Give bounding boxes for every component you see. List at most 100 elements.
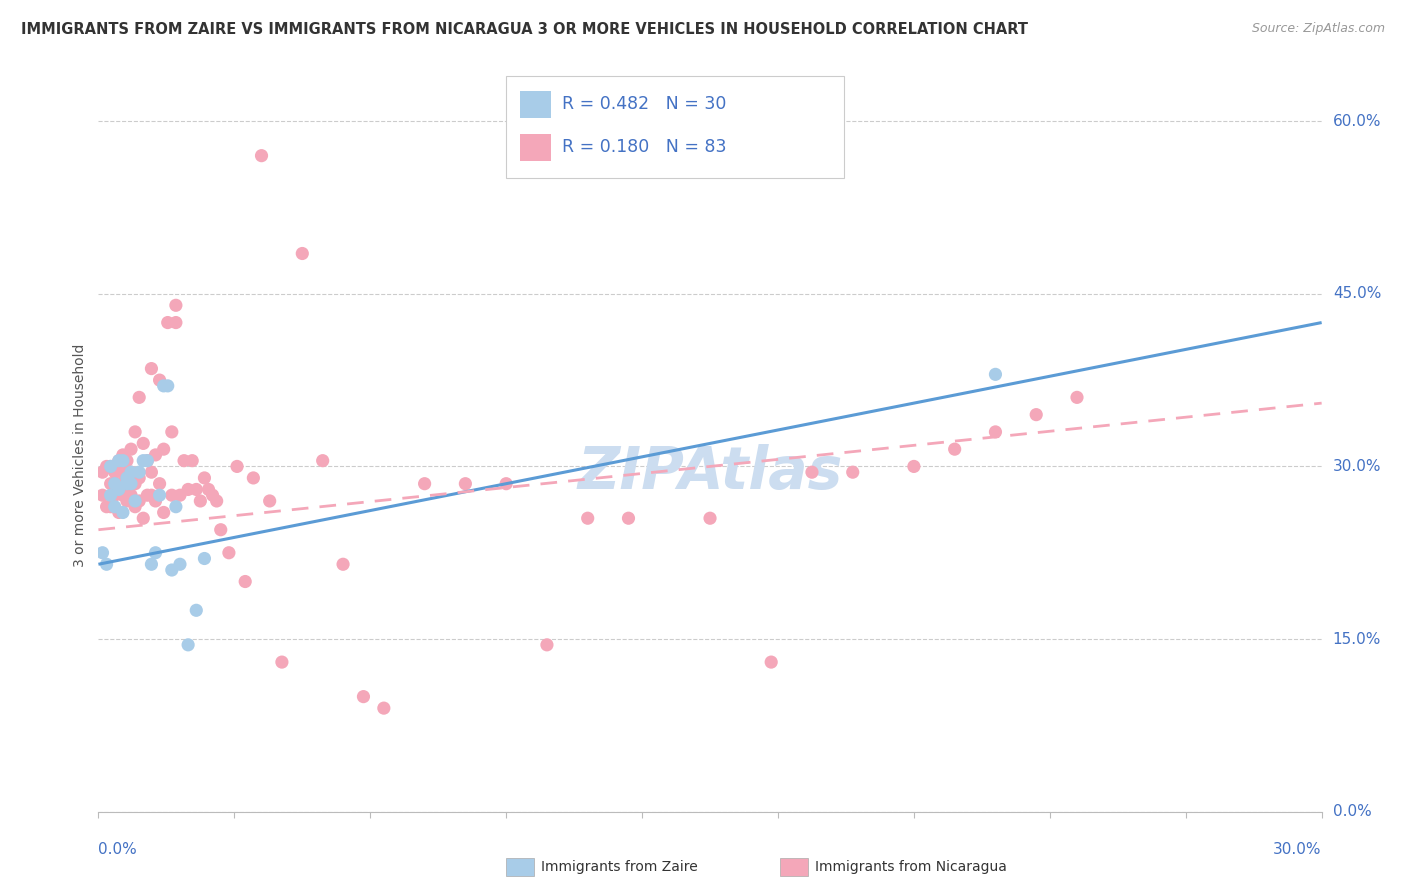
- Point: [242, 471, 264, 485]
- Point: [186, 483, 208, 497]
- Point: [233, 574, 256, 589]
- Point: [108, 453, 131, 467]
- Point: [124, 476, 146, 491]
- Point: [132, 511, 155, 525]
- Point: [115, 494, 138, 508]
- Point: [259, 494, 281, 508]
- Point: [617, 511, 640, 525]
- Text: 60.0%: 60.0%: [1333, 113, 1381, 128]
- Point: [205, 494, 228, 508]
- Point: [91, 465, 114, 479]
- Point: [104, 488, 127, 502]
- Point: [108, 506, 131, 520]
- Point: [169, 488, 191, 502]
- Point: [108, 483, 131, 497]
- Text: R = 0.482   N = 30: R = 0.482 N = 30: [562, 95, 727, 113]
- Point: [149, 476, 172, 491]
- Point: [312, 453, 335, 467]
- Point: [761, 655, 783, 669]
- Point: [124, 500, 146, 514]
- Point: [108, 476, 131, 491]
- Point: [160, 425, 183, 439]
- Point: [120, 442, 142, 457]
- Point: [373, 701, 395, 715]
- Y-axis label: 3 or more Vehicles in Household: 3 or more Vehicles in Household: [73, 343, 87, 566]
- Text: 15.0%: 15.0%: [1333, 632, 1381, 647]
- Point: [141, 361, 163, 376]
- Point: [226, 459, 249, 474]
- Point: [104, 500, 127, 514]
- Point: [193, 471, 215, 485]
- Point: [115, 453, 138, 467]
- Point: [165, 298, 187, 312]
- Point: [132, 453, 155, 467]
- Point: [145, 494, 167, 508]
- Point: [141, 558, 163, 572]
- Point: [136, 488, 159, 502]
- Point: [145, 448, 167, 462]
- Point: [115, 471, 138, 485]
- Point: [111, 506, 134, 520]
- Point: [149, 373, 172, 387]
- Point: [152, 506, 174, 520]
- Point: [177, 638, 200, 652]
- Point: [128, 471, 150, 485]
- Point: [132, 436, 155, 450]
- Point: [111, 453, 134, 467]
- Point: [801, 465, 824, 479]
- Text: ZIPAtlas: ZIPAtlas: [578, 443, 842, 500]
- Point: [120, 476, 142, 491]
- Point: [120, 465, 142, 479]
- Point: [270, 655, 294, 669]
- Point: [136, 453, 159, 467]
- Point: [165, 500, 187, 514]
- Point: [91, 488, 114, 502]
- Point: [156, 379, 179, 393]
- Point: [91, 546, 114, 560]
- Point: [128, 494, 150, 508]
- Point: [169, 558, 191, 572]
- Text: 45.0%: 45.0%: [1333, 286, 1381, 301]
- Point: [841, 465, 863, 479]
- Point: [111, 465, 134, 479]
- Point: [332, 558, 354, 572]
- Point: [454, 476, 477, 491]
- Point: [124, 425, 146, 439]
- Point: [218, 546, 240, 560]
- Point: [1066, 390, 1088, 404]
- Point: [96, 500, 118, 514]
- Point: [124, 494, 146, 508]
- Point: [699, 511, 721, 525]
- Point: [250, 149, 273, 163]
- Point: [291, 246, 314, 260]
- Point: [576, 511, 599, 525]
- Point: [188, 494, 212, 508]
- Point: [136, 453, 159, 467]
- Point: [115, 476, 138, 491]
- Text: R = 0.180   N = 83: R = 0.180 N = 83: [562, 138, 727, 156]
- Text: 30.0%: 30.0%: [1333, 458, 1381, 474]
- Point: [181, 453, 204, 467]
- Point: [193, 551, 215, 566]
- Point: [536, 638, 558, 652]
- Point: [115, 476, 138, 491]
- Point: [160, 488, 183, 502]
- Point: [413, 476, 436, 491]
- Point: [149, 488, 172, 502]
- Point: [984, 425, 1007, 439]
- Point: [984, 368, 1007, 382]
- Point: [104, 476, 127, 491]
- Point: [177, 483, 200, 497]
- Point: [173, 453, 195, 467]
- Point: [201, 488, 224, 502]
- Point: [104, 465, 127, 479]
- Point: [160, 563, 183, 577]
- Text: 30.0%: 30.0%: [1274, 842, 1322, 857]
- Text: Immigrants from Nicaragua: Immigrants from Nicaragua: [815, 860, 1007, 874]
- Point: [128, 465, 150, 479]
- Point: [495, 476, 517, 491]
- Point: [152, 442, 174, 457]
- Point: [186, 603, 208, 617]
- Point: [96, 558, 118, 572]
- Point: [352, 690, 374, 704]
